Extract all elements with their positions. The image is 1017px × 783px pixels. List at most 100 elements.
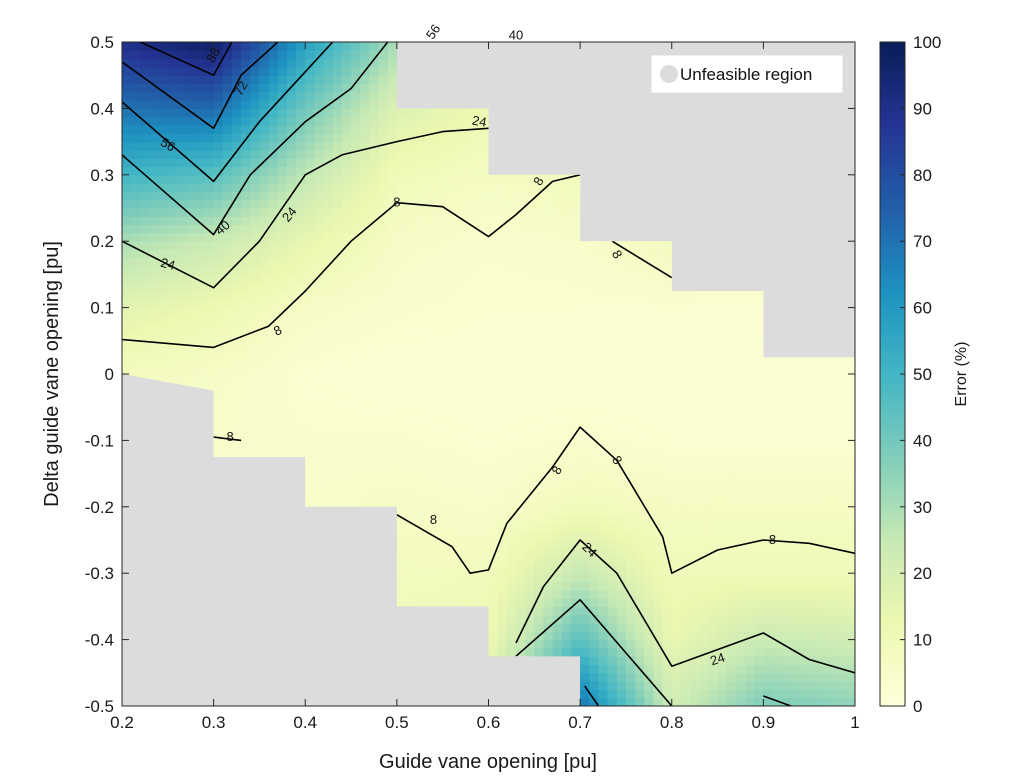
heat-cell — [488, 548, 499, 558]
heat-cell — [433, 473, 444, 483]
heat-cell — [332, 490, 343, 500]
heat-cell — [122, 340, 132, 350]
heat-cell — [570, 440, 581, 450]
heat-cell — [360, 83, 370, 93]
heat-cell — [250, 83, 261, 93]
heat-cell — [461, 141, 471, 151]
heat-cell — [351, 75, 361, 85]
heat-cell — [635, 523, 645, 533]
heat-cell — [259, 75, 270, 85]
heat-cell — [570, 548, 581, 558]
heat-cell — [525, 216, 535, 226]
heat-cell — [543, 208, 554, 217]
heat-cell — [360, 291, 370, 300]
heat-cell — [589, 457, 600, 466]
heat-cell — [461, 440, 471, 450]
heat-cell — [506, 357, 517, 367]
heat-cell — [406, 390, 416, 400]
heat-cell — [323, 307, 334, 317]
heat-cell — [607, 656, 618, 666]
heat-cell — [525, 332, 535, 342]
heat-cell — [231, 224, 242, 234]
heat-cell — [589, 324, 600, 334]
heat-cell — [360, 166, 370, 176]
heat-cell — [277, 83, 288, 93]
heat-cell — [259, 307, 270, 317]
heat-cell — [543, 299, 554, 309]
heat-cell — [561, 415, 572, 425]
heat-cell — [406, 166, 416, 176]
heat-cell — [231, 249, 242, 259]
heat-cell — [561, 581, 572, 591]
heat-cell — [351, 58, 361, 68]
heat-cell — [598, 689, 609, 699]
heat-cell — [616, 432, 627, 441]
heat-cell — [268, 166, 279, 176]
heat-cell — [387, 133, 398, 143]
heat-cell — [506, 490, 517, 500]
heat-cell — [351, 299, 361, 309]
heat-cell — [635, 448, 645, 458]
heat-cell — [131, 349, 141, 358]
heat-cell — [433, 166, 444, 176]
heat-cell — [158, 116, 169, 126]
heat-cell — [424, 423, 435, 433]
heat-cell — [332, 448, 343, 458]
heat-cell — [341, 282, 352, 292]
heat-cell — [387, 382, 398, 392]
heat-cell — [653, 598, 664, 607]
heat-cell — [543, 232, 554, 242]
heat-cell — [167, 199, 178, 209]
heat-cell — [635, 689, 645, 699]
heat-cell — [277, 448, 288, 458]
heat-cell — [662, 515, 673, 524]
heat-cell — [351, 83, 361, 93]
heat-cell — [250, 141, 261, 151]
heat-cell — [204, 332, 215, 342]
heat-cell — [332, 407, 343, 417]
heat-cell — [122, 174, 132, 184]
heat-cell — [589, 315, 600, 325]
heat-cell — [213, 374, 224, 383]
heat-cell — [332, 208, 343, 217]
heat-cell — [131, 149, 141, 159]
heat-cell — [488, 291, 499, 300]
heat-cell — [277, 75, 288, 85]
heat-cell — [250, 249, 261, 259]
heat-cell — [323, 481, 334, 491]
heat-cell — [680, 639, 691, 649]
heat-cell — [552, 315, 563, 325]
heat-cell — [662, 681, 673, 690]
heat-cell — [561, 266, 572, 275]
heat-cell — [561, 531, 572, 541]
heat-cell — [534, 365, 545, 375]
heat-cell — [176, 83, 187, 93]
heat-cell — [250, 216, 261, 226]
heat-cell — [323, 291, 334, 300]
heat-cell — [378, 166, 389, 176]
heat-cell — [488, 241, 499, 251]
heat-cell — [515, 556, 526, 566]
heat-cell — [415, 249, 425, 259]
heat-cell — [332, 457, 343, 466]
heat-cell — [332, 83, 343, 93]
heat-cell — [543, 390, 554, 400]
heat-cell — [461, 498, 471, 508]
heat-cell — [616, 647, 627, 657]
heat-cell — [662, 506, 673, 516]
heat-cell — [543, 249, 554, 259]
heat-cell — [442, 432, 453, 441]
heat-cell — [387, 349, 398, 358]
heat-cell — [250, 299, 261, 309]
heat-cell — [415, 125, 425, 134]
heat-cell — [653, 523, 664, 533]
heat-cell — [396, 457, 407, 466]
heat-cell — [222, 42, 233, 51]
heat-cell — [561, 432, 572, 441]
heat-cell — [488, 191, 499, 201]
heat-cell — [332, 473, 343, 483]
heat-cell — [351, 440, 361, 450]
heat-cell — [662, 257, 673, 267]
heat-cell — [671, 548, 682, 558]
heat-cell — [213, 382, 224, 392]
